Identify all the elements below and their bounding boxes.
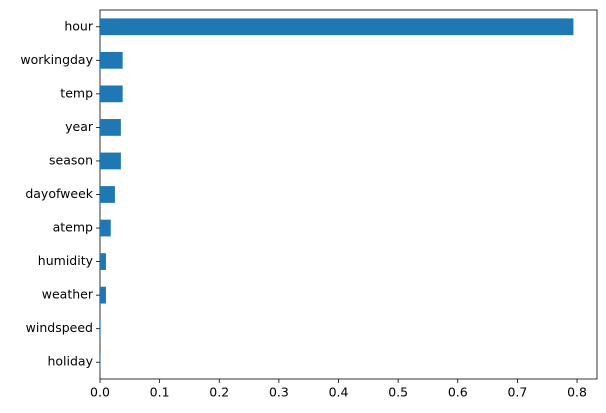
bar	[100, 286, 106, 304]
bar	[100, 253, 106, 270]
bar	[100, 18, 574, 36]
bar	[100, 320, 101, 338]
y-tick-label: season	[49, 152, 93, 167]
y-tick-label: atemp	[53, 220, 93, 235]
plot-frame	[99, 9, 598, 380]
bar	[100, 119, 121, 136]
x-tick-label: 0.2	[209, 385, 229, 400]
y-tick-label: temp	[60, 85, 93, 100]
x-tick-label: 0.5	[388, 385, 408, 400]
bar	[100, 85, 123, 103]
x-tick-label: 0.6	[448, 385, 468, 400]
y-tick-label: year	[65, 119, 94, 134]
bar	[100, 51, 123, 69]
x-tick-label: 0.4	[329, 385, 349, 400]
x-tick-label: 0.0	[90, 385, 110, 400]
y-tick-label: hour	[64, 18, 93, 33]
bar	[100, 152, 121, 170]
y-tick-label: workingday	[20, 52, 93, 67]
x-tick-label: 0.3	[269, 385, 289, 400]
bar	[100, 186, 115, 203]
y-tick-label: humidity	[38, 253, 94, 268]
y-tick-label: holiday	[47, 354, 93, 369]
y-tick-label: dayofweek	[25, 186, 93, 201]
bar	[100, 219, 111, 237]
y-tick-label: windspeed	[26, 320, 93, 335]
x-tick-label: 0.1	[150, 385, 170, 400]
x-tick-label: 0.7	[507, 385, 527, 400]
y-tick-label: weather	[42, 287, 94, 302]
x-tick-label: 0.8	[567, 385, 587, 400]
